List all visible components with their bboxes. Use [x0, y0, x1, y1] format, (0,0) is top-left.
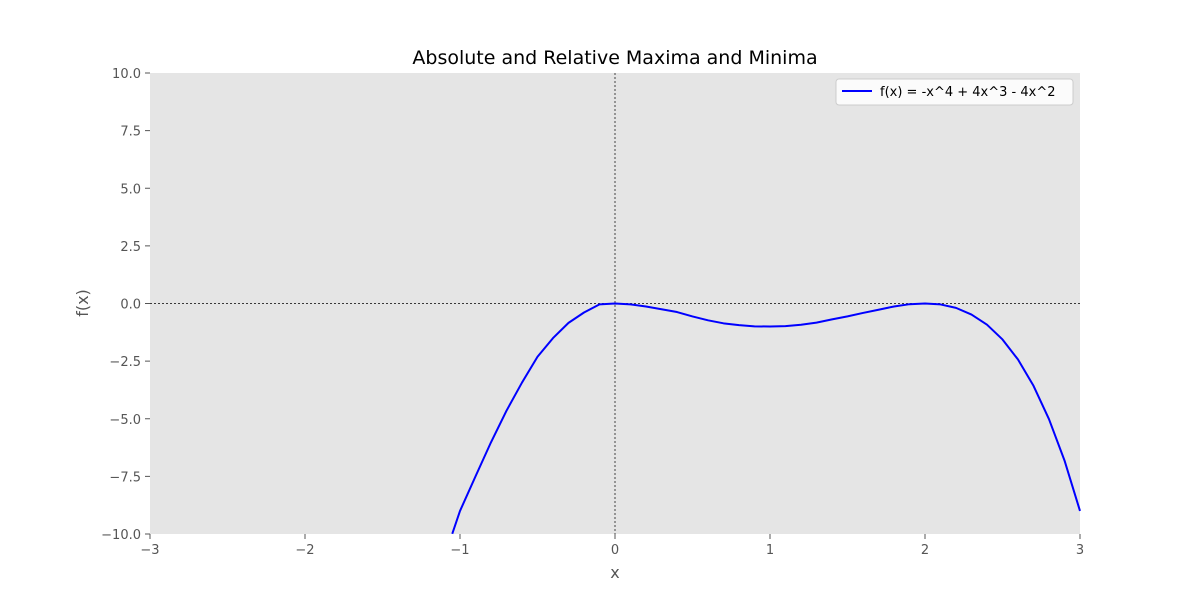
y-axis-title: f(x)	[73, 289, 92, 317]
y-axis-ticks: −10.0 −7.5 −5.0 −2.5 0.0 2.5 5.0 7.5 10.0	[101, 67, 150, 543]
x-tick-label: −1	[450, 543, 469, 558]
chart-title: Absolute and Relative Maxima and Minima	[412, 47, 817, 69]
y-tick-label: 10.0	[112, 67, 141, 82]
x-tick-label: 2	[921, 543, 929, 558]
y-tick-label: 5.0	[120, 182, 141, 197]
x-axis-ticks: −3 −2 −1 0 1 2 3	[140, 534, 1084, 558]
series-line-0	[451, 302, 1081, 535]
x-axis-title: x	[610, 563, 619, 582]
y-tick-label: 2.5	[120, 240, 141, 255]
x-tick-label: 3	[1076, 543, 1084, 558]
y-tick-label: 7.5	[120, 125, 141, 140]
x-tick-label: 1	[766, 543, 774, 558]
series-layer	[451, 302, 1081, 535]
y-tick-label: 0.0	[120, 298, 141, 313]
legend-box	[835, 78, 1074, 106]
x-tick-label: −2	[295, 543, 314, 558]
x-tick-label: 0	[611, 543, 619, 558]
legend-label: f(x) = -x^4 + 4x^3 - 4x^2	[880, 85, 1056, 100]
y-tick-label: −5.0	[109, 413, 141, 428]
x-tick-label: −3	[140, 543, 159, 558]
legend: f(x) = -x^4 + 4x^3 - 4x^2	[835, 78, 1074, 106]
y-tick-label: −7.5	[109, 470, 141, 485]
y-tick-label: −2.5	[109, 355, 141, 370]
y-tick-label: −10.0	[101, 528, 141, 543]
